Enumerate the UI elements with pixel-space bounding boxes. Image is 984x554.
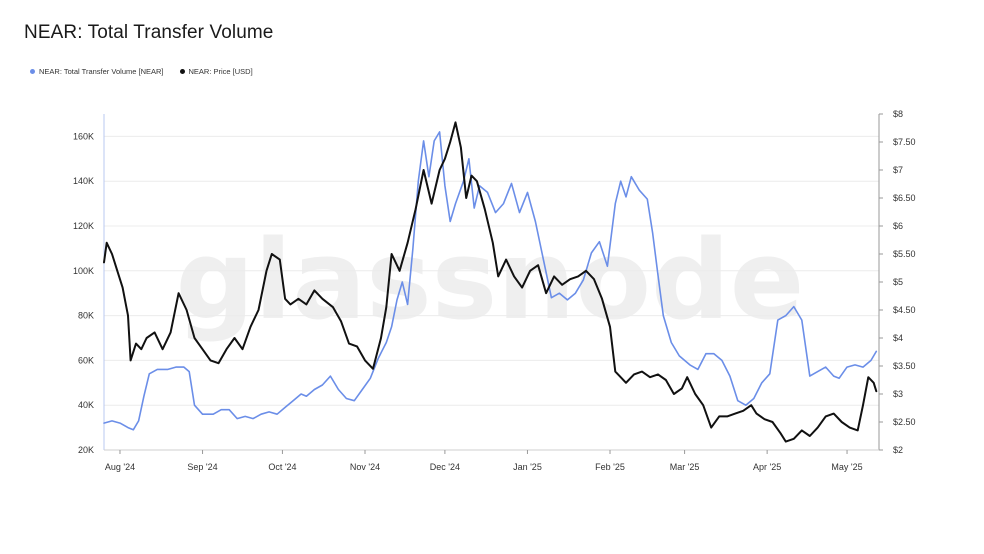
x-tick-label: Sep '24 [187, 462, 217, 472]
y-right-tick-label: $7 [893, 165, 903, 175]
y-right-tick-label: $3.50 [893, 361, 916, 371]
legend-label-price: NEAR: Price [USD] [188, 67, 253, 76]
x-tick-label: Apr '25 [753, 462, 781, 472]
y-right-tick-label: $5 [893, 277, 903, 287]
y-right-tick-label: $6.50 [893, 193, 916, 203]
gridlines [104, 135, 879, 451]
y-right-tick-label: $7.50 [893, 137, 916, 147]
watermark: glassnode [176, 216, 805, 344]
x-tick-label: Oct '24 [268, 462, 296, 472]
y-right-tick-label: $4 [893, 333, 903, 343]
y-right-tick-label: $6 [893, 221, 903, 231]
x-tick-label: May '25 [831, 462, 862, 472]
y-left-tick-label: 120K [73, 221, 94, 231]
series-line-volume [103, 131, 878, 431]
y-right-tick-label: $5.50 [893, 249, 916, 259]
x-tick-label: Jan '25 [513, 462, 542, 472]
y-left-tick-label: 80K [78, 311, 94, 321]
x-tick-label: Mar '25 [670, 462, 700, 472]
y-right-tick-label: $8 [893, 109, 903, 119]
legend-item-volume[interactable]: NEAR: Total Transfer Volume [NEAR] [30, 67, 164, 76]
y-left-tick-label: 40K [78, 400, 94, 410]
x-tick-label: Feb '25 [595, 462, 625, 472]
y-left-tick-label: 100K [73, 266, 94, 276]
legend-label-volume: NEAR: Total Transfer Volume [NEAR] [39, 67, 164, 76]
y-left-tick-label: 160K [73, 131, 94, 141]
chart-legend: NEAR: Total Transfer Volume [NEAR] NEAR:… [30, 67, 253, 76]
legend-dot-price [179, 69, 185, 74]
axes: 20K 40K 60K 80K 100K 120K 140K 160K $2 $2.50 $3 $3.… [73, 109, 916, 472]
legend-item-price[interactable]: NEAR: Price [USD] [179, 67, 253, 76]
y-left-tick-label: 60K [78, 355, 94, 365]
y-right-tick-label: $3 [893, 389, 903, 399]
x-tick-label: Dec '24 [430, 462, 460, 472]
x-tick-label: Aug '24 [105, 462, 135, 472]
y-left-tick-label: 140K [73, 176, 94, 186]
y-right-tick-label: $4.50 [893, 305, 916, 315]
chart-title: NEAR: Total Transfer Volume [24, 22, 274, 43]
legend-dot-volume [30, 69, 35, 74]
y-right-tick-label: $2 [893, 445, 903, 455]
series-group [103, 121, 878, 443]
y-right-tick-label: $2.50 [893, 417, 916, 427]
series-line-price [103, 121, 878, 443]
y-left-tick-label: 20K [78, 445, 94, 455]
x-tick-label: Nov '24 [350, 462, 380, 472]
